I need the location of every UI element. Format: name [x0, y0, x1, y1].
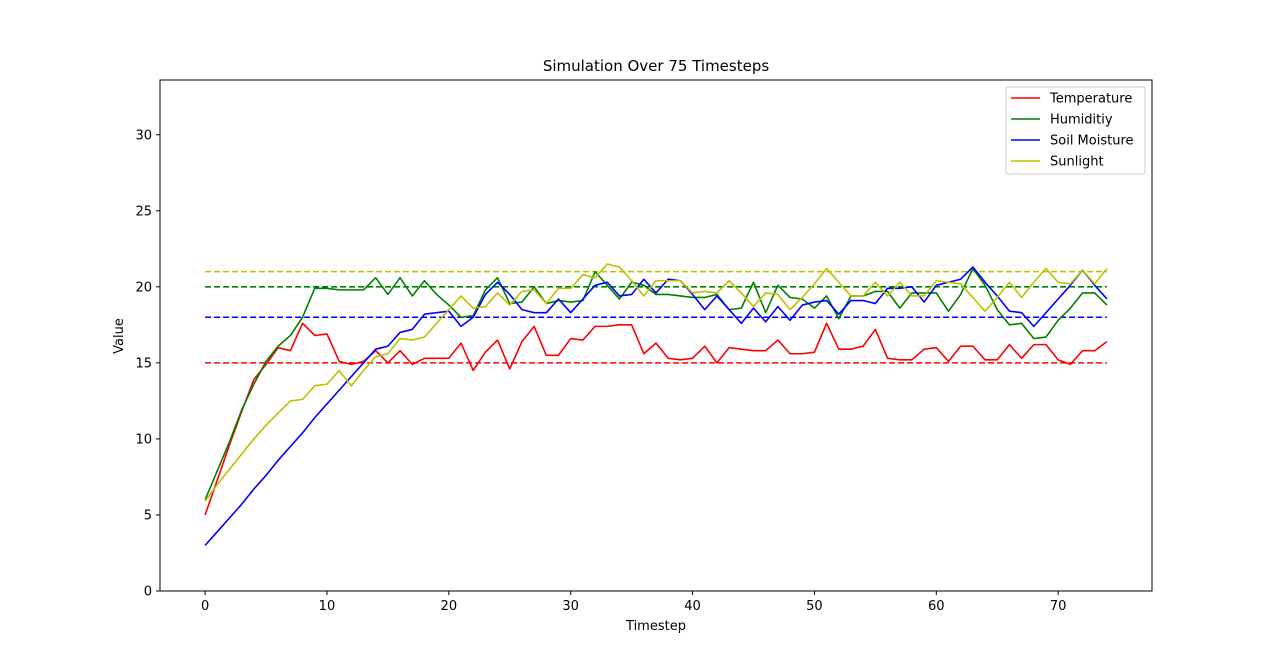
legend: Temperature Humiditiy Soil Moisture Sunligh… — [1005, 86, 1146, 175]
x-tick-label: 50 — [806, 599, 823, 614]
legend-label-humiditiy: Humiditiy — [1050, 113, 1113, 128]
x-tick-label: 60 — [928, 599, 945, 614]
y-tick-label: 25 — [135, 204, 152, 219]
series-line-humiditiy — [204, 267, 1108, 501]
y-tick-label: 20 — [135, 280, 152, 295]
y-tick-label: 10 — [135, 432, 152, 447]
x-tick-label: 0 — [201, 599, 209, 614]
y-axis-label: Value — [112, 318, 127, 354]
legend-label-soil-moisture: Soil Moisture — [1050, 134, 1134, 149]
x-tick-label: 10 — [319, 599, 336, 614]
x-tick-label: 40 — [684, 599, 701, 614]
y-tick-label: 15 — [135, 356, 152, 371]
x-tick-label: 30 — [562, 599, 579, 614]
series-lines — [204, 263, 1108, 546]
y-tick-label: 0 — [144, 585, 152, 600]
series-line-temperature — [204, 322, 1108, 516]
x-axis-label: Timestep — [625, 619, 686, 634]
legend-label-sunlight: Sunlight — [1050, 155, 1104, 170]
reference-lines — [205, 270, 1107, 364]
legend-label-temperature: Temperature — [1049, 92, 1132, 107]
series-line-soil-moisture — [204, 266, 1108, 546]
x-axis-ticks: 0 10 20 30 40 50 60 70 — [201, 591, 1066, 614]
x-tick-label: 20 — [441, 599, 458, 614]
y-tick-label: 5 — [144, 508, 152, 523]
plot-area-frame — [159, 79, 1153, 592]
y-axis-ticks: 0 5 10 15 20 25 30 — [135, 128, 160, 600]
legend-box — [1005, 86, 1146, 175]
y-tick-label: 30 — [135, 128, 152, 143]
chart-title: Simulation Over 75 Timesteps — [543, 57, 770, 75]
series-line-sunlight — [204, 263, 1108, 502]
x-tick-label: 70 — [1050, 599, 1067, 614]
